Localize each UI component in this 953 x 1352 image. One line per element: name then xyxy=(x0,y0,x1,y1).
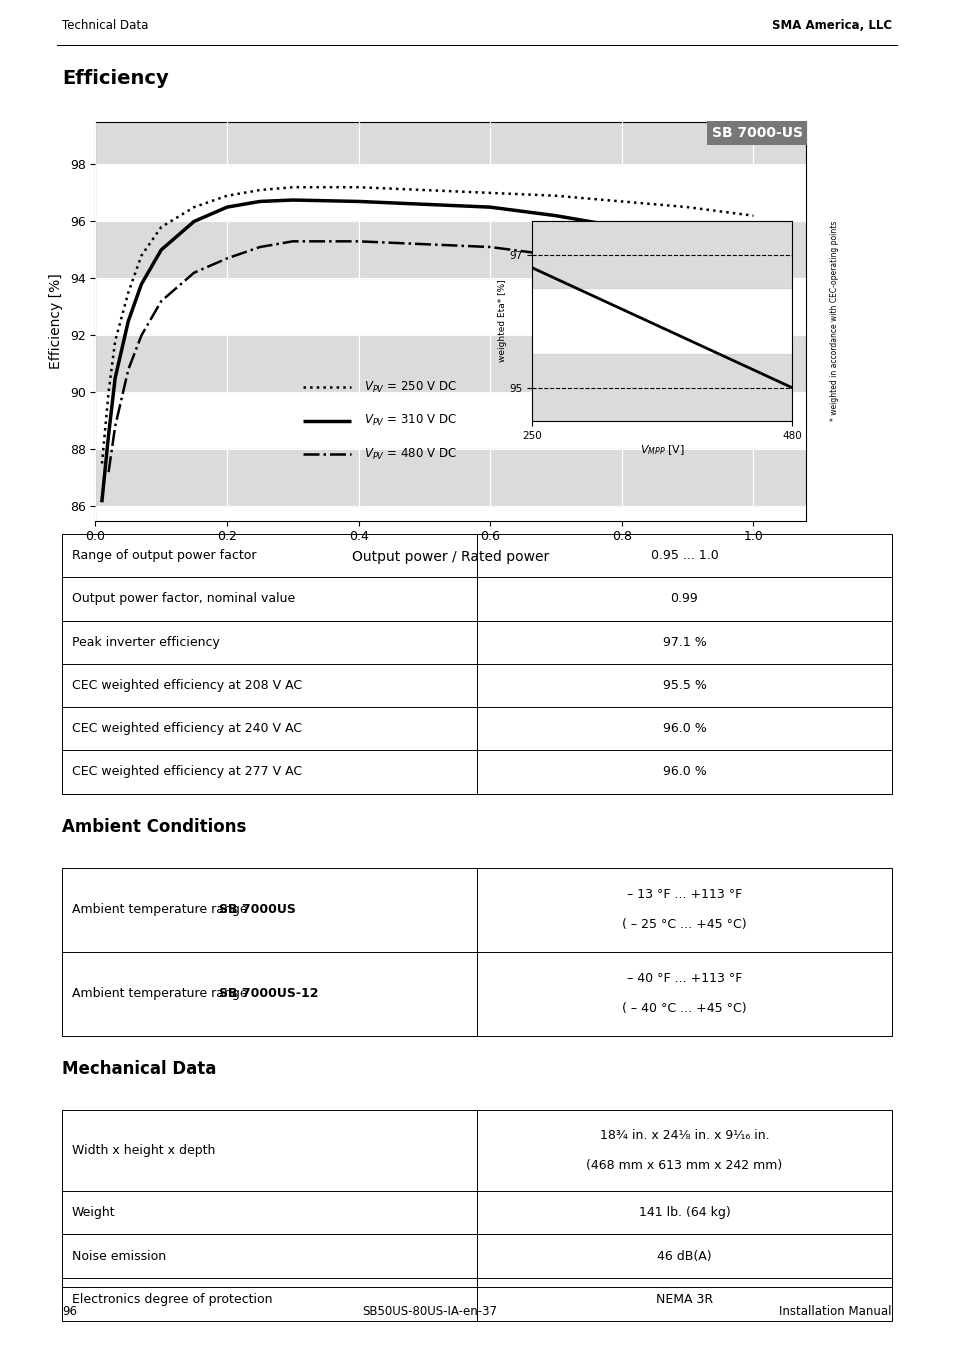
Y-axis label: Efficiency [%]: Efficiency [%] xyxy=(49,273,63,369)
Text: NEMA 3R: NEMA 3R xyxy=(656,1293,712,1306)
Text: * weighted in accordance with CEC-operating points: * weighted in accordance with CEC-operat… xyxy=(829,220,838,422)
Text: 96.0 %: 96.0 % xyxy=(662,765,705,779)
Text: Weight: Weight xyxy=(71,1206,115,1220)
Bar xyxy=(95,222,805,279)
Text: Noise emission: Noise emission xyxy=(71,1249,166,1263)
Text: SMA America, LLC: SMA America, LLC xyxy=(771,19,891,32)
Bar xyxy=(95,335,805,392)
Text: – 40 °F ... +113 °F: – 40 °F ... +113 °F xyxy=(626,972,741,986)
Text: ( – 25 °C ... +45 °C): ( – 25 °C ... +45 °C) xyxy=(621,918,746,932)
Text: Range of output power factor: Range of output power factor xyxy=(71,549,256,562)
Text: Technical Data: Technical Data xyxy=(62,19,149,32)
Text: CEC weighted efficiency at 208 V AC: CEC weighted efficiency at 208 V AC xyxy=(71,679,302,692)
Text: Installation Manual: Installation Manual xyxy=(779,1305,891,1318)
Text: Output power factor, nominal value: Output power factor, nominal value xyxy=(71,592,294,606)
Text: CEC weighted efficiency at 240 V AC: CEC weighted efficiency at 240 V AC xyxy=(71,722,302,735)
Text: 18¾ in. x 24¹⁄₈ in. x 9¹⁄₁₆ in.: 18¾ in. x 24¹⁄₈ in. x 9¹⁄₁₆ in. xyxy=(599,1129,768,1142)
Text: Efficiency: Efficiency xyxy=(62,69,169,88)
Text: Ambient Conditions: Ambient Conditions xyxy=(62,818,246,837)
Text: Electronics degree of protection: Electronics degree of protection xyxy=(71,1293,273,1306)
Text: 0.95 ... 1.0: 0.95 ... 1.0 xyxy=(650,549,718,562)
Text: ( – 40 °C ... +45 °C): ( – 40 °C ... +45 °C) xyxy=(621,1002,746,1015)
Text: CEC weighted efficiency at 277 V AC: CEC weighted efficiency at 277 V AC xyxy=(71,765,302,779)
Bar xyxy=(95,122,805,165)
Text: SB 7000US: SB 7000US xyxy=(218,903,295,917)
Text: SB 7000US-12: SB 7000US-12 xyxy=(218,987,318,1000)
Text: Mechanical Data: Mechanical Data xyxy=(62,1060,216,1079)
Text: 0.99: 0.99 xyxy=(670,592,698,606)
Text: SB 7000-US: SB 7000-US xyxy=(711,126,801,139)
Text: Ambient temperature range: Ambient temperature range xyxy=(71,987,252,1000)
Text: Peak inverter efficiency: Peak inverter efficiency xyxy=(71,635,219,649)
Text: 46 dB(A): 46 dB(A) xyxy=(657,1249,711,1263)
Text: 96: 96 xyxy=(62,1305,77,1318)
Text: Ambient temperature range: Ambient temperature range xyxy=(71,903,252,917)
Text: 96.0 %: 96.0 % xyxy=(662,722,705,735)
Text: SB50US-80US-IA-en-37: SB50US-80US-IA-en-37 xyxy=(362,1305,497,1318)
Text: 95.5 %: 95.5 % xyxy=(662,679,705,692)
Text: 141 lb. (64 kg): 141 lb. (64 kg) xyxy=(638,1206,730,1220)
X-axis label: Output power / Rated power: Output power / Rated power xyxy=(352,550,549,564)
Text: (468 mm x 613 mm x 242 mm): (468 mm x 613 mm x 242 mm) xyxy=(586,1159,781,1172)
Bar xyxy=(95,449,805,506)
Text: 97.1 %: 97.1 % xyxy=(662,635,705,649)
Text: Width x height x depth: Width x height x depth xyxy=(71,1144,215,1157)
Text: – 13 °F ... +113 °F: – 13 °F ... +113 °F xyxy=(626,888,741,902)
